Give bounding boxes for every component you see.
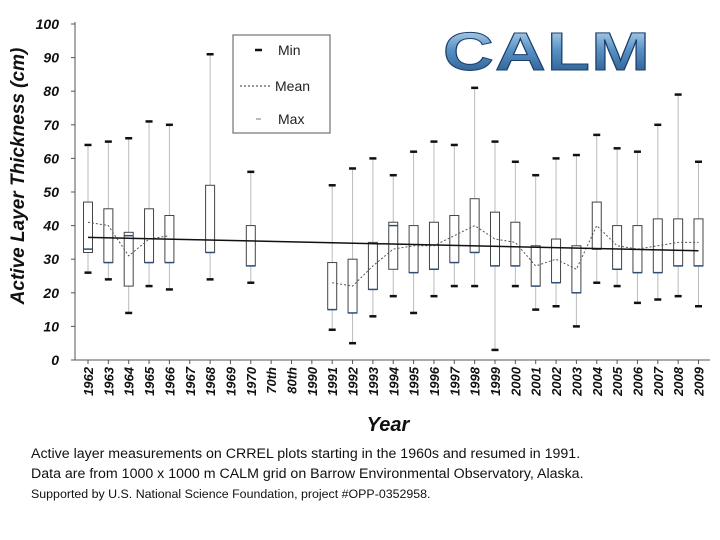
box-iqr [144, 208, 155, 264]
x-tick-label: 1963 [101, 366, 116, 396]
box-iqr [327, 262, 338, 311]
x-tick-label: 1994 [386, 366, 401, 396]
x-tick-label: 1995 [407, 366, 422, 396]
box-iqr [469, 198, 480, 253]
box-iqr [490, 211, 500, 267]
x-tick-label: 1998 [468, 366, 483, 396]
x-tick-label: 1993 [366, 366, 381, 396]
y-tick-label: 70 [43, 117, 59, 133]
x-tick-label: 2009 [692, 366, 707, 397]
x-tick-label: 1966 [162, 366, 177, 396]
x-tick-label: 1992 [346, 366, 361, 396]
x-axis-title: Year [367, 414, 411, 436]
calm-logo: CALM [443, 22, 651, 82]
legend-box [232, 34, 331, 134]
x-tick-label: 1970 [244, 366, 259, 396]
caption-line-3: Supported by U.S. National Science Found… [31, 487, 431, 501]
x-tick-label: 1991 [325, 367, 340, 396]
box-iqr [205, 184, 216, 253]
box-iqr [571, 245, 582, 294]
x-tick-label: 2003 [569, 366, 584, 397]
trend-line [87, 236, 699, 252]
y-tick-label: 40 [42, 218, 59, 234]
x-tick-label: 2006 [630, 366, 645, 397]
mean-series-line [87, 221, 170, 257]
active-layer-chart: Active Layer Thickness (cm) 0 10 20 30 40 50 6… [8, 16, 710, 436]
x-tick-label: 2007 [651, 366, 666, 397]
figure-caption: Active layer measurements on CRREL plots… [31, 444, 711, 504]
y-tick-label: 20 [42, 285, 59, 301]
box-iqr [83, 201, 93, 253]
x-tick-label: 2005 [610, 366, 625, 397]
x-tick-label: 1964 [122, 366, 137, 396]
x-tick-label: 1996 [427, 366, 442, 396]
y-tick-label: 10 [43, 318, 59, 334]
box-iqr [245, 225, 256, 267]
legend: Min Mean Max [232, 34, 331, 134]
x-tick-label: 1962 [81, 366, 96, 396]
box-iqr [408, 225, 419, 274]
x-tick-label: 1990 [305, 366, 320, 396]
x-tick-label: 1999 [488, 366, 503, 396]
x-tick-label: 1969 [223, 366, 238, 396]
caption-line-1: Active layer measurements on CRREL plots… [31, 446, 581, 462]
box-iqr [103, 208, 114, 264]
x-tick-label: 1997 [447, 366, 462, 396]
y-axis-title: Active Layer Thickness (cm) [8, 48, 29, 306]
box-iqr [123, 231, 134, 287]
y-tick-label: 60 [43, 150, 59, 166]
box-iqr [612, 225, 623, 270]
box-iqr [449, 215, 460, 264]
legend-mean-label: Mean [275, 78, 310, 94]
x-tick-label: 1968 [203, 366, 218, 396]
y-tick-label: 50 [43, 184, 59, 200]
y-tick-label: 0 [51, 352, 59, 368]
legend-min-label: Min [278, 42, 301, 58]
box-iqr [551, 238, 562, 284]
box-iqr [591, 201, 602, 250]
x-tick-label: 2008 [671, 366, 686, 397]
x-tick-label: 2001 [529, 367, 544, 397]
box-iqr [388, 221, 399, 270]
y-tick-label: 90 [43, 50, 59, 66]
legend-max-label: Max [278, 111, 304, 127]
x-tick-label: 2004 [590, 366, 605, 397]
caption-line-2: Data are from 1000 x 1000 m CALM grid on… [31, 466, 584, 482]
y-tick-label: 30 [43, 251, 59, 267]
y-tick-label: 100 [36, 16, 60, 32]
box-iqr [510, 221, 521, 267]
box-iqr [530, 245, 541, 287]
x-tick-label: 1967 [183, 366, 198, 396]
x-tick-label: 70th [264, 367, 279, 394]
x-tick-label: 1965 [142, 366, 157, 396]
x-tick-label: 80th [285, 367, 300, 394]
y-tick-label: 80 [43, 83, 59, 99]
x-tick-label: 2002 [549, 366, 564, 397]
x-tick-label: 2000 [508, 366, 523, 397]
